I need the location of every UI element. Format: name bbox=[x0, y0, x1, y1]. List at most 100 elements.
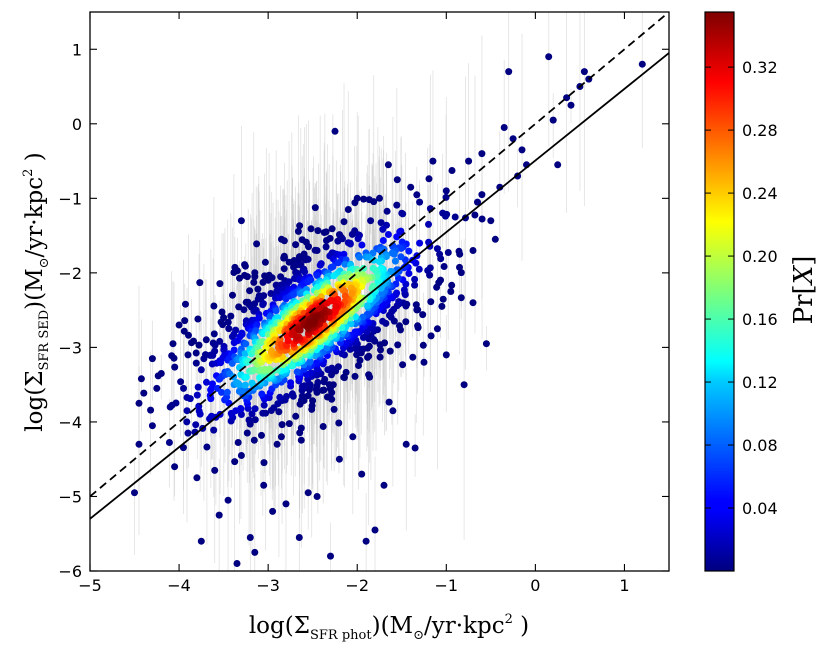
data-point bbox=[330, 405, 338, 413]
x-label-prefix: log(Σ bbox=[249, 613, 310, 639]
x-tick-label: 0 bbox=[530, 576, 540, 595]
data-point bbox=[341, 274, 349, 281]
data-point bbox=[258, 390, 266, 398]
data-point bbox=[181, 317, 189, 325]
data-point bbox=[251, 405, 259, 413]
data-point bbox=[193, 474, 201, 482]
data-point bbox=[272, 307, 280, 315]
x-tick-label: −1 bbox=[435, 576, 459, 595]
data-point bbox=[192, 359, 200, 367]
data-point bbox=[321, 375, 329, 383]
x-tick-label: −2 bbox=[345, 576, 369, 595]
data-point bbox=[203, 378, 210, 386]
data-point bbox=[234, 337, 242, 345]
data-point bbox=[447, 288, 455, 295]
data-point bbox=[365, 352, 373, 360]
x-tick-label: −4 bbox=[167, 576, 191, 595]
data-point bbox=[305, 243, 312, 251]
data-point bbox=[491, 235, 499, 243]
data-point bbox=[386, 347, 394, 355]
data-point bbox=[323, 393, 331, 401]
data-point bbox=[324, 366, 332, 374]
data-point bbox=[376, 353, 384, 361]
data-point bbox=[518, 146, 526, 154]
y-label-mid: )(M bbox=[22, 268, 48, 310]
colorbar-ticks: 0.04 0.08 0.12 0.16 0.20 0.24 0.28 0.32 bbox=[705, 58, 778, 518]
data-point bbox=[239, 387, 246, 395]
data-point bbox=[287, 379, 295, 387]
data-point bbox=[316, 261, 324, 269]
data-point bbox=[185, 331, 192, 339]
y-axis-ticks: −6 −5 −4 −3 −2 −1 0 1 bbox=[58, 40, 669, 581]
data-point bbox=[376, 341, 384, 349]
data-point bbox=[216, 337, 224, 345]
y-tick-label: −3 bbox=[58, 338, 82, 357]
data-point bbox=[170, 354, 178, 362]
x-label-mid: )(M bbox=[372, 613, 414, 639]
data-point bbox=[399, 210, 407, 218]
data-point bbox=[405, 247, 413, 255]
data-point bbox=[273, 440, 281, 448]
data-point bbox=[288, 390, 296, 398]
data-point bbox=[211, 466, 219, 474]
data-point bbox=[240, 306, 248, 314]
data-point bbox=[411, 281, 419, 289]
x-label-sup: 2 bbox=[505, 612, 513, 627]
data-point bbox=[234, 439, 242, 446]
data-point bbox=[225, 325, 233, 333]
data-point bbox=[380, 481, 388, 489]
data-point bbox=[389, 407, 397, 415]
data-point bbox=[224, 318, 232, 326]
x-tick-label: 1 bbox=[619, 576, 629, 595]
x-tick-label: −5 bbox=[78, 576, 102, 595]
data-point bbox=[208, 384, 216, 392]
y-tick-label: −5 bbox=[58, 487, 82, 506]
data-point bbox=[338, 350, 346, 358]
data-point bbox=[415, 265, 423, 273]
data-point bbox=[376, 194, 383, 202]
data-point bbox=[296, 222, 304, 230]
data-point bbox=[177, 378, 185, 386]
data-point bbox=[377, 346, 384, 354]
data-point bbox=[638, 60, 646, 68]
data-point bbox=[309, 397, 317, 405]
data-point bbox=[360, 195, 368, 203]
y-tick-label: −4 bbox=[58, 413, 82, 432]
data-point bbox=[402, 440, 410, 448]
data-point bbox=[223, 388, 231, 396]
data-point bbox=[425, 175, 433, 183]
colorbar-label-post: ] bbox=[789, 256, 819, 266]
data-point bbox=[487, 217, 495, 225]
data-point bbox=[241, 262, 249, 270]
data-point bbox=[269, 507, 277, 515]
colorbar-tick-label: 0.32 bbox=[742, 58, 778, 77]
plot-area: −5 −4 −3 −2 −1 0 1 −6−5−4−3−2−101 bbox=[58, 11, 670, 595]
best-fit-line bbox=[90, 52, 669, 520]
data-point bbox=[172, 399, 180, 407]
data-point bbox=[385, 398, 393, 406]
data-point bbox=[344, 206, 352, 213]
y-axis-label: log(ΣSFR SED)(M⊙/yr·kpc2 ) bbox=[21, 152, 52, 431]
data-point bbox=[315, 305, 323, 313]
data-point bbox=[382, 253, 390, 260]
data-point bbox=[465, 157, 473, 165]
data-point bbox=[251, 548, 259, 556]
y-label-suffix: ) bbox=[22, 152, 48, 168]
data-point bbox=[290, 291, 298, 298]
data-point bbox=[227, 312, 235, 320]
data-point bbox=[474, 198, 481, 206]
data-point bbox=[280, 237, 288, 245]
data-point bbox=[341, 260, 349, 268]
data-point bbox=[419, 311, 427, 319]
data-point bbox=[192, 421, 200, 429]
data-point bbox=[437, 276, 444, 284]
data-point bbox=[216, 280, 224, 288]
x-label-suffix: ) bbox=[513, 613, 529, 639]
data-point bbox=[243, 429, 251, 437]
data-point bbox=[237, 405, 245, 412]
data-point bbox=[325, 381, 333, 389]
data-point bbox=[180, 384, 187, 392]
data-point bbox=[298, 392, 306, 400]
data-point bbox=[245, 416, 253, 424]
